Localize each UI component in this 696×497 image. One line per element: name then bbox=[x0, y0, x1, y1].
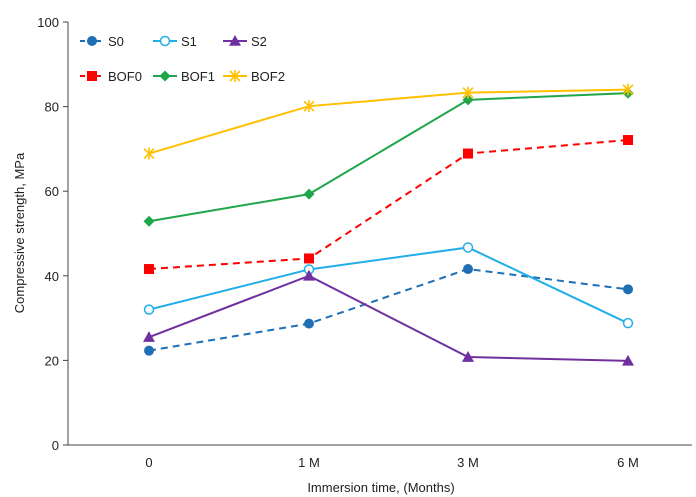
legend-label: S0 bbox=[108, 34, 124, 49]
legend: S0 S1 S2 BOF0 BOF1 BOF2 bbox=[80, 34, 285, 84]
legend-marker bbox=[87, 71, 97, 81]
y-tick-label: 80 bbox=[45, 100, 59, 115]
series-s2 bbox=[143, 269, 634, 366]
data-point bbox=[143, 331, 155, 342]
data-point bbox=[622, 317, 634, 329]
legend-marker bbox=[159, 70, 171, 82]
data-point bbox=[144, 264, 154, 275]
legend-item-bof2: BOF2 bbox=[223, 69, 285, 84]
legend-marker bbox=[229, 70, 241, 82]
series-s0 bbox=[144, 264, 633, 356]
data-point bbox=[304, 318, 314, 329]
x-tick-label: 0 bbox=[145, 455, 152, 470]
data-point bbox=[144, 345, 154, 356]
data-point bbox=[304, 253, 314, 264]
legend-item-bof1: BOF1 bbox=[153, 69, 215, 84]
series-line bbox=[148, 92, 629, 223]
x-tick-label: 3 M bbox=[457, 455, 479, 470]
y-tick-label: 40 bbox=[45, 269, 59, 284]
legend-label: S1 bbox=[181, 34, 197, 49]
data-point bbox=[623, 284, 633, 295]
x-axis-title: Immersion time, (Months) bbox=[307, 480, 454, 495]
legend-label: BOF2 bbox=[251, 69, 285, 84]
legend-marker bbox=[229, 35, 241, 46]
x-tick-label: 1 M bbox=[298, 455, 320, 470]
series-bof0 bbox=[144, 135, 633, 275]
data-point bbox=[143, 304, 155, 315]
y-tick-label: 0 bbox=[52, 438, 59, 453]
data-point bbox=[303, 188, 315, 200]
legend-label: BOF1 bbox=[181, 69, 215, 84]
series-line bbox=[148, 274, 629, 362]
data-point bbox=[463, 148, 473, 159]
series-line bbox=[148, 88, 629, 155]
data-point bbox=[143, 215, 155, 227]
data-point bbox=[303, 100, 315, 113]
series-bof1 bbox=[143, 87, 634, 227]
data-point bbox=[303, 269, 315, 281]
data-point bbox=[462, 351, 474, 362]
legend-item-s1: S1 bbox=[153, 34, 197, 49]
legend-item-bof0: BOF0 bbox=[80, 69, 142, 84]
y-tick-label: 20 bbox=[45, 353, 59, 368]
data-point bbox=[622, 354, 634, 366]
series-s1 bbox=[143, 242, 634, 329]
series-line bbox=[148, 268, 629, 352]
data-point bbox=[462, 242, 474, 253]
data-point bbox=[623, 135, 633, 146]
legend-item-s2: S2 bbox=[223, 34, 267, 49]
y-tick-label: 100 bbox=[37, 15, 59, 30]
y-axis-title: Compressive strength, MPa bbox=[12, 152, 27, 313]
legend-label: S2 bbox=[251, 34, 267, 49]
legend-item-s0: S0 bbox=[80, 34, 124, 49]
series-bof2 bbox=[143, 83, 634, 160]
data-point bbox=[143, 147, 155, 160]
legend-marker bbox=[87, 36, 97, 46]
data-point bbox=[622, 83, 634, 96]
data-point bbox=[462, 86, 474, 99]
y-tick-label: 60 bbox=[45, 184, 59, 199]
series-line bbox=[148, 139, 629, 271]
data-point bbox=[463, 264, 473, 275]
legend-label: BOF0 bbox=[108, 69, 142, 84]
legend-marker bbox=[159, 35, 171, 47]
x-tick-label: 6 M bbox=[617, 455, 639, 470]
series-line bbox=[148, 246, 629, 325]
data-point bbox=[462, 94, 474, 106]
axes: 0 20 40 60 80 100 0 1 M 3 M 6 M bbox=[37, 15, 692, 470]
series-layer bbox=[143, 83, 634, 366]
